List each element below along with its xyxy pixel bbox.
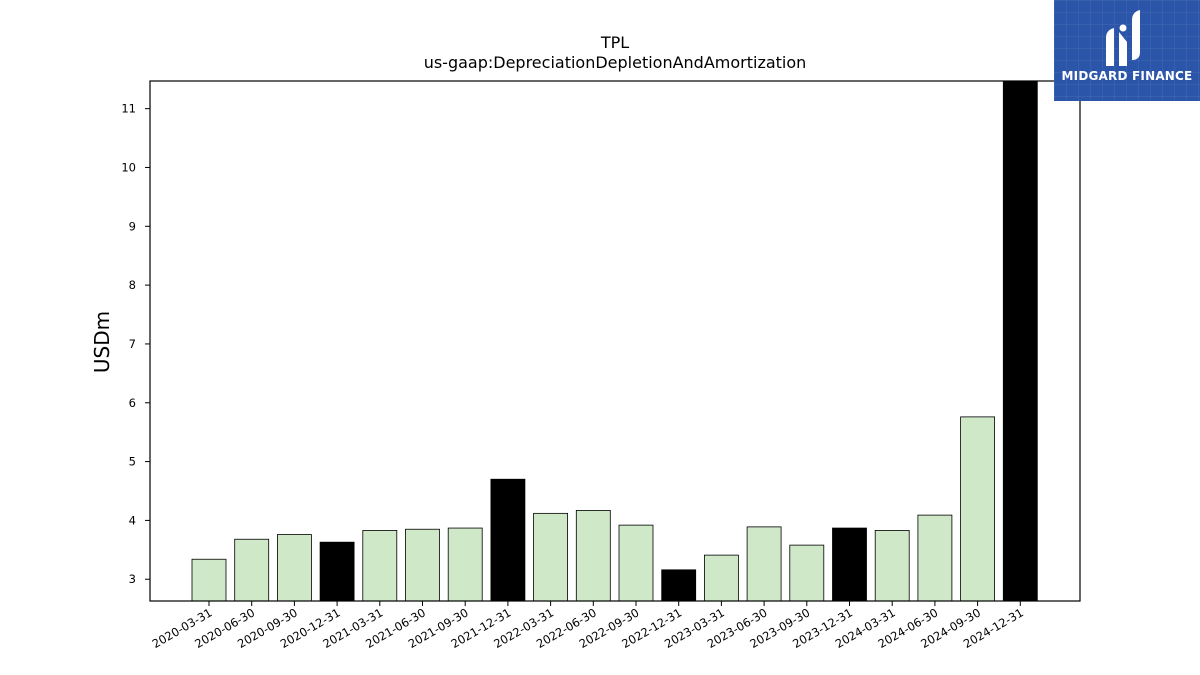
bar-2021-12-31 [490, 478, 526, 602]
midgard-logo-icon [1106, 10, 1140, 66]
y-tick-label: 6 [129, 396, 136, 410]
chart-subtitle: us-gaap:DepreciationDepletionAndAmortiza… [424, 53, 807, 72]
bar-2023-12-31 [832, 527, 867, 602]
bar-2024-09-30 [960, 416, 995, 602]
bar-2022-03-31 [533, 512, 568, 602]
bar-2020-06-30 [234, 538, 270, 602]
x-axis: 2020-03-312020-06-302020-09-302020-12-31… [150, 601, 1026, 651]
bar-2023-03-31 [704, 554, 739, 602]
y-tick-label: 8 [129, 278, 136, 292]
bar-2024-03-31 [874, 530, 910, 602]
bar-2023-06-30 [746, 526, 782, 602]
bar-2020-12-31 [319, 541, 355, 602]
y-tick-label: 3 [129, 572, 136, 586]
bar-2023-09-30 [789, 544, 825, 602]
y-tick-label: 10 [121, 160, 136, 174]
y-axis-label: USDm [90, 311, 114, 373]
bar-2024-12-31 [1002, 80, 1038, 602]
y-axis: 3 4 5 6 7 8 9 10 11 [121, 102, 150, 586]
y-tick-label: 4 [129, 513, 136, 527]
bar-2021-06-30 [405, 528, 440, 602]
midgard-finance-logo: MIDGARD FINANCE [1054, 0, 1200, 101]
bar-2020-03-31 [191, 558, 227, 602]
bar-2021-09-30 [447, 527, 483, 602]
y-tick-label: 5 [129, 455, 136, 469]
bar-2024-06-30 [917, 514, 953, 602]
y-tick-label: 11 [121, 102, 136, 116]
logo-text: MIDGARD FINANCE [1061, 69, 1193, 83]
plot-frame [149, 80, 1081, 602]
bars-group [191, 80, 1038, 602]
bar-2022-12-31 [661, 569, 697, 602]
bar-2021-03-31 [362, 530, 398, 602]
bar-2022-06-30 [575, 510, 611, 602]
y-tick-label: 9 [129, 219, 136, 233]
chart-title: TPL [600, 33, 629, 52]
bar-2022-09-30 [618, 524, 654, 602]
y-tick-label: 7 [129, 337, 136, 351]
bar-2020-09-30 [276, 534, 312, 602]
